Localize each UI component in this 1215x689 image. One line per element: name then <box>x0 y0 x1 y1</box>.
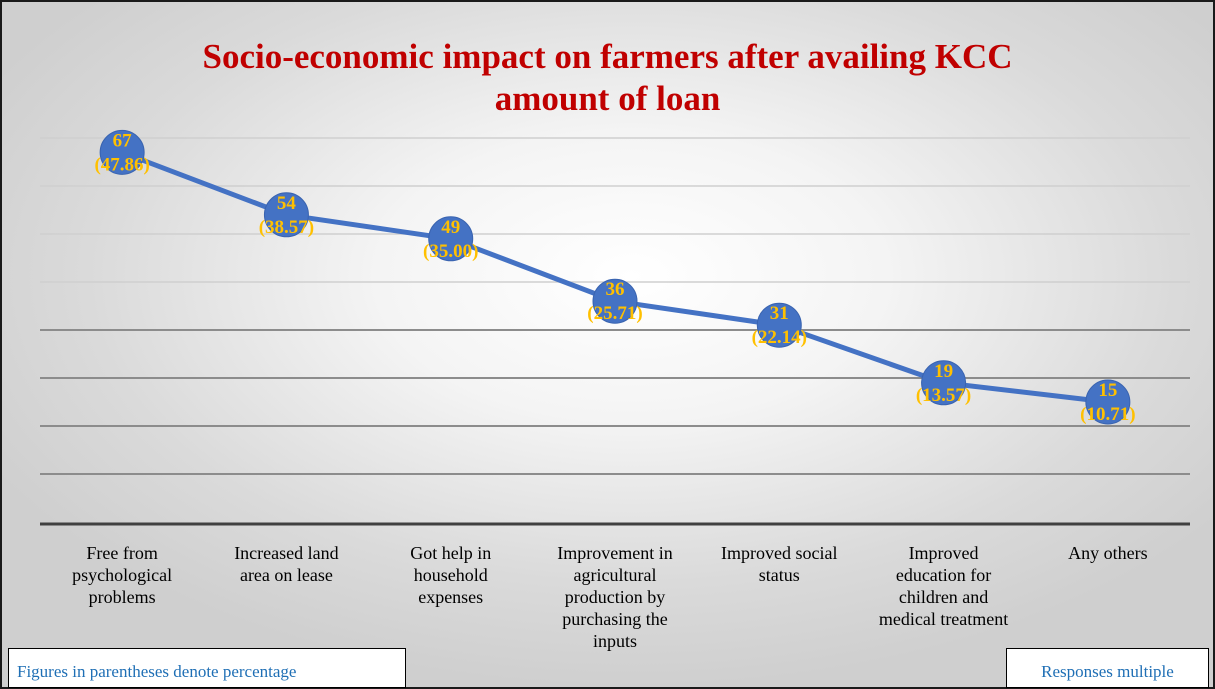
x-tick-label: Improved education for children and medical… <box>878 543 1009 629</box>
data-label-percent: (25.71) <box>587 303 642 324</box>
x-tick-label: Got help in household expenses <box>410 543 492 607</box>
data-label-value: 31 <box>770 303 789 324</box>
note-percentage-text: Figures in parentheses denote percentage <box>17 662 297 681</box>
data-point <box>1085 379 1131 425</box>
chart-title-text: Socio-economic impact on farmers after a… <box>202 37 1013 118</box>
data-labels: 67 (47.86) 54 (38.57) 49 (35.00) 36 (25.71) 31 (2… <box>94 130 1135 425</box>
data-label-value: 54 <box>277 193 297 214</box>
gridlines <box>40 137 1190 475</box>
x-tick-label: Improved social status <box>721 543 838 585</box>
data-point <box>592 278 638 324</box>
note-responses-text: Responses multiple <box>1041 662 1174 681</box>
x-tick-label: Improvement in agricultural production by p… <box>557 543 673 651</box>
series-line-layer <box>119 149 1111 405</box>
x-tick-label: Increased land area on lease <box>234 543 339 585</box>
data-label-percent: (38.57) <box>259 217 314 238</box>
data-point <box>99 129 145 175</box>
data-point <box>921 360 967 406</box>
data-point <box>756 302 802 348</box>
x-tick-label: Any others <box>1068 543 1148 563</box>
x-tick-label: Free from psychological problems <box>72 543 173 607</box>
note-responses: Responses multiple <box>1006 648 1209 688</box>
data-label-value: 36 <box>606 279 625 300</box>
data-label-percent: (47.86) <box>94 154 149 175</box>
data-label-value: 67 <box>113 130 133 151</box>
data-label-value: 49 <box>441 217 460 238</box>
note-percentage: Figures in parentheses denote percentage <box>8 648 406 688</box>
data-point <box>428 216 474 262</box>
data-points <box>99 129 1131 425</box>
data-label-value: 19 <box>934 361 953 382</box>
chart-title: Socio-economic impact on farmers after a… <box>2 36 1213 120</box>
series-line <box>119 149 1111 405</box>
data-label-percent: (35.00) <box>423 241 478 262</box>
data-label-percent: (22.14) <box>752 327 807 348</box>
data-label-value: 15 <box>1098 380 1117 401</box>
data-label-percent: (13.57) <box>916 385 971 406</box>
data-label-percent: (10.71) <box>1080 404 1135 425</box>
data-point <box>263 192 309 238</box>
